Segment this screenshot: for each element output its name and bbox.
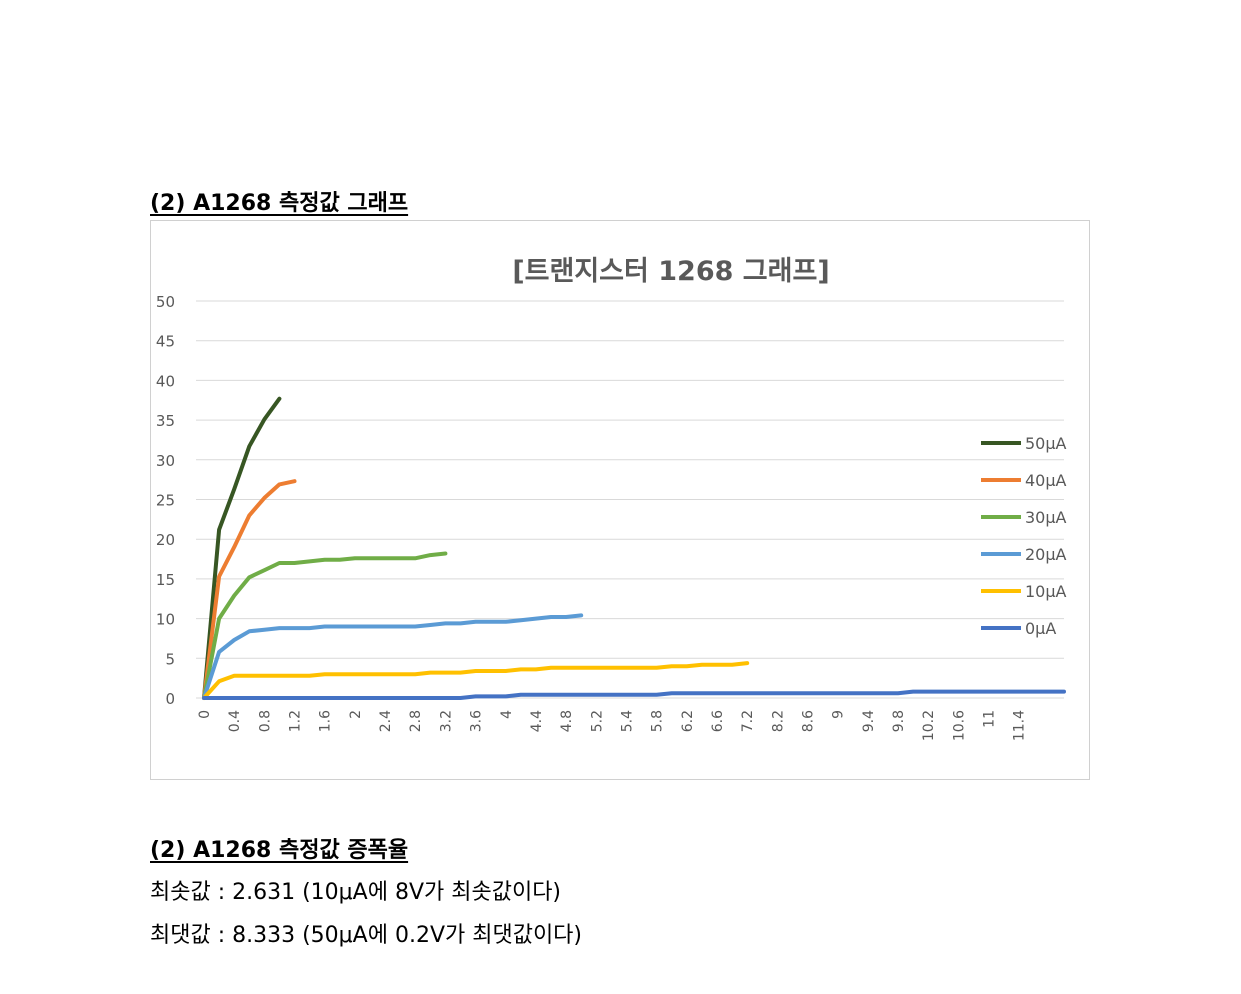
y-tick-label: 20 <box>156 531 175 549</box>
legend-label: 40μA <box>1025 471 1067 490</box>
x-tick-label: 8.2 <box>770 710 786 732</box>
y-tick-label: 30 <box>156 452 175 470</box>
x-tick-label: 9.4 <box>861 710 877 732</box>
y-tick-label: 0 <box>165 690 175 708</box>
y-tick-label: 5 <box>165 650 175 668</box>
x-tick-label: 5.8 <box>650 710 666 732</box>
legend-label: 50μA <box>1025 434 1067 453</box>
y-tick-label: 50 <box>156 293 175 311</box>
x-tick-label: 10.6 <box>951 710 967 741</box>
series-line-10uA <box>202 661 750 700</box>
y-tick-label: 25 <box>156 492 175 510</box>
y-tick-label: 35 <box>156 412 175 430</box>
chart-title: [트랜지스터 1268 그래프] <box>512 256 829 287</box>
y-tick-label: 10 <box>156 611 175 629</box>
y-tick-label: 45 <box>156 333 175 351</box>
section-heading-graph: (2) A1268 측정값 그래프 <box>150 191 409 216</box>
x-tick-label: 4.4 <box>529 710 545 732</box>
min-value-text: 최솟값 : 2.631 (10μA에 8V가 최솟값이다) <box>150 880 562 905</box>
x-tick-label: 11 <box>982 710 998 728</box>
x-tick-label: 6.2 <box>680 710 696 732</box>
x-tick-label: 0 <box>197 710 213 719</box>
x-tick-label: 4 <box>499 710 515 719</box>
x-tick-label: 10.2 <box>921 710 937 741</box>
x-tick-label: 9.8 <box>891 710 907 732</box>
legend-label: 0μA <box>1025 619 1056 638</box>
x-tick-label: 0.8 <box>257 710 273 732</box>
series-line-30uA <box>202 551 448 700</box>
x-tick-label: 2.8 <box>408 710 424 732</box>
y-tick-label: 40 <box>156 372 175 390</box>
x-tick-label: 2 <box>348 710 364 719</box>
x-tick-label: 3.6 <box>469 710 485 732</box>
line-chart: [트랜지스터 1268 그래프] 0 5 10 15 20 25 30 35 40 45 50 0 0.4… <box>156 256 1067 741</box>
x-tick-label: 0.4 <box>227 710 243 732</box>
legend-label: 10μA <box>1025 582 1067 601</box>
legend-label: 30μA <box>1025 508 1067 527</box>
x-tick-label: 2.4 <box>378 710 394 732</box>
max-value-text: 최댓값 : 8.333 (50μA에 0.2V가 최댓값이다) <box>150 923 583 948</box>
series-line-20uA <box>202 613 584 700</box>
x-tick-label: 1.6 <box>318 710 334 732</box>
x-tick-label: 1.2 <box>288 710 304 732</box>
x-tick-label: 11.4 <box>1012 710 1028 741</box>
series-line-0uA <box>202 689 1066 700</box>
x-tick-label: 7.2 <box>740 710 756 732</box>
x-tick-label: 9 <box>831 710 847 719</box>
legend-label: 20μA <box>1025 545 1067 564</box>
x-tick-label: 3.2 <box>438 710 454 732</box>
chart-frame: [트랜지스터 1268 그래프] 0 5 10 15 20 25 30 35 40 45 50 0 0.4… <box>150 220 1090 780</box>
x-tick-label: 8.6 <box>801 710 817 732</box>
x-tick-label: 4.8 <box>559 710 575 732</box>
series-line-50uA <box>202 396 282 700</box>
y-tick-label: 15 <box>156 571 175 589</box>
x-tick-label: 5.4 <box>619 710 635 732</box>
x-tick-label: 5.2 <box>589 710 605 732</box>
series-line-40uA <box>202 479 297 700</box>
section-heading-gain: (2) A1268 측정값 증폭율 <box>150 838 409 863</box>
x-tick-label: 6.6 <box>710 710 726 732</box>
